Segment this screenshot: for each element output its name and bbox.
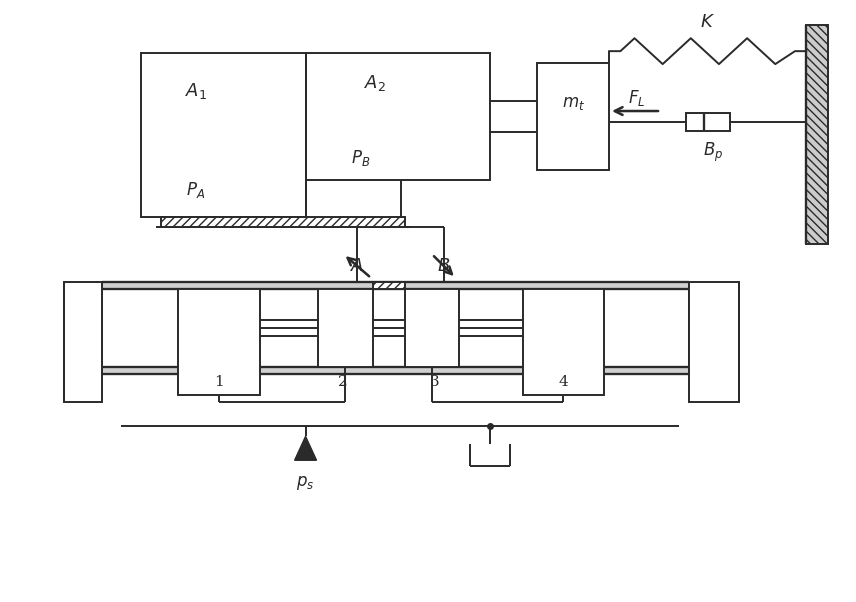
Text: $A$: $A$ <box>350 257 365 275</box>
Text: $m_t$: $m_t$ <box>562 95 585 112</box>
Text: $P_A$: $P_A$ <box>187 179 205 199</box>
Text: $B$: $B$ <box>437 257 450 275</box>
Bar <box>161 217 405 228</box>
Text: $B_p$: $B_p$ <box>703 141 722 164</box>
Polygon shape <box>294 436 317 461</box>
Text: 4: 4 <box>558 374 568 389</box>
Bar <box>102 282 689 289</box>
Bar <box>686 113 729 131</box>
Bar <box>318 289 372 367</box>
Bar <box>689 282 739 402</box>
Text: $F_L$: $F_L$ <box>628 88 645 108</box>
Bar <box>372 282 405 289</box>
Bar <box>141 53 306 217</box>
Text: $A_2$: $A_2$ <box>365 73 386 93</box>
Bar <box>178 289 259 394</box>
Text: $P_B$: $P_B$ <box>351 147 370 168</box>
Text: 2: 2 <box>337 374 348 389</box>
Text: 1: 1 <box>214 374 223 389</box>
Text: $K$: $K$ <box>700 13 716 31</box>
Text: $p_s$: $p_s$ <box>296 474 315 492</box>
Bar <box>806 25 828 244</box>
Bar <box>522 289 604 394</box>
Text: $A_1$: $A_1$ <box>185 81 207 101</box>
Text: 3: 3 <box>431 374 440 389</box>
Bar <box>538 63 609 170</box>
Bar <box>306 53 490 179</box>
Bar <box>63 282 102 402</box>
Bar <box>102 367 689 374</box>
Bar <box>405 289 460 367</box>
